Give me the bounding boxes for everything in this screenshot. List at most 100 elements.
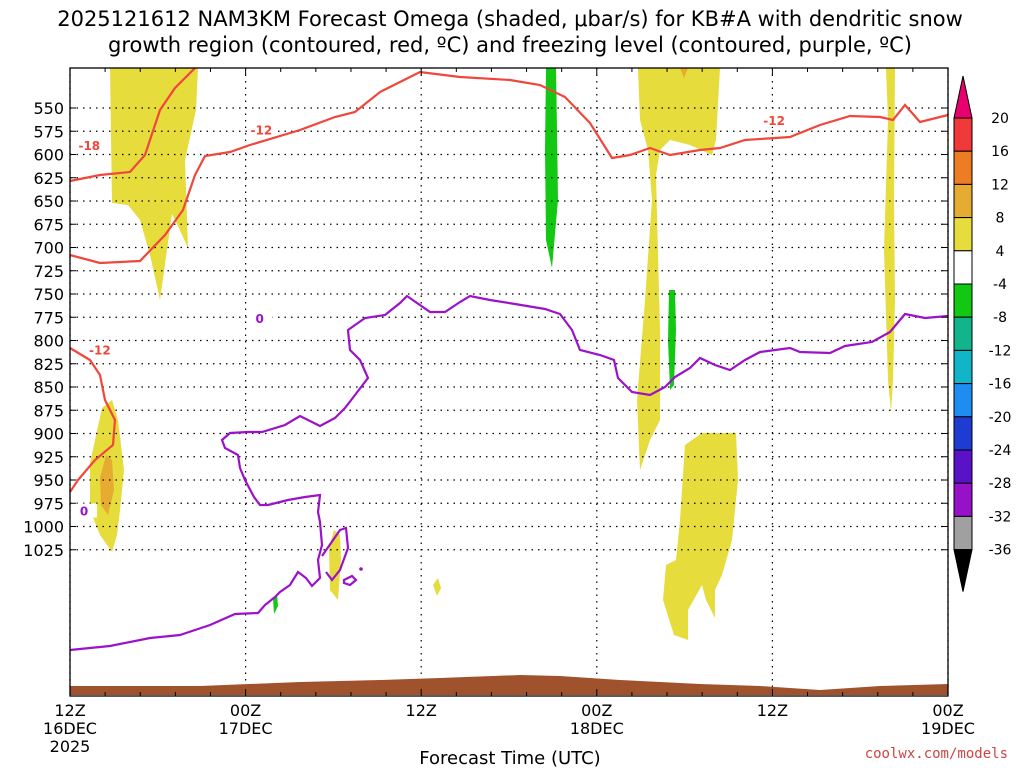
omega-region-orange [100, 455, 114, 515]
contour-label-bg [246, 311, 273, 326]
colorbar-bin [953, 416, 973, 451]
red-contour-minus12-upper [69, 70, 949, 265]
y-tick-label: 1000 [23, 518, 64, 537]
x-tick-label: 00Z [230, 701, 261, 720]
terrain-surface [70, 675, 948, 695]
contour-label: -12 [763, 114, 785, 128]
contour-labels: -18 -12 -12 -12 0 0 [71, 112, 788, 519]
purple-contour-0-main [69, 294, 949, 652]
x-tick-label: 18DEC [570, 719, 624, 738]
x-tick-label: 00Z [581, 701, 612, 720]
colorbar-label: -8 [993, 310, 1007, 326]
y-tick-label: 700 [33, 239, 64, 258]
colorbar-label: 12 [991, 177, 1009, 193]
colorbar-bin [953, 383, 973, 418]
omega-region-yellow [663, 433, 738, 640]
colorbar-label: -20 [989, 410, 1012, 426]
colorbar-bin [953, 515, 973, 551]
y-tick-label: 650 [33, 192, 64, 211]
x-axis-label: Forecast Time (UTC) [419, 748, 600, 768]
colorbar-bin [953, 183, 973, 219]
colorbar-label: -28 [989, 476, 1012, 492]
colorbar-arrow-bottom [953, 549, 973, 592]
purple-contour-0-loop [321, 526, 350, 582]
contour-label: 0 [255, 312, 263, 326]
x-tick-label: 12Z [54, 701, 85, 720]
contour-label-bg [71, 503, 98, 518]
chart-title-line2: growth region (contoured, red, ºC) and f… [108, 33, 912, 57]
y-tick-label: 750 [33, 285, 64, 304]
colorbar-bin [953, 150, 973, 185]
contour-label: -12 [89, 344, 111, 358]
contour-label-bg [86, 342, 113, 357]
x-tick-label: 12Z [406, 701, 437, 720]
x-tick-label: 00Z [932, 701, 963, 720]
colorbar-label: -16 [989, 377, 1012, 393]
colorbar-label: -36 [989, 543, 1012, 559]
purple-contour-0-dot [359, 567, 363, 571]
colorbar-label: -32 [989, 509, 1012, 525]
freezing-level-contours [69, 294, 949, 652]
omega-shading [90, 68, 895, 640]
y-tick-label: 600 [33, 146, 64, 165]
contour-label: 0 [80, 505, 88, 519]
colorbar-bin [953, 482, 973, 517]
y-tick-label: 575 [33, 122, 64, 141]
omega-region-green [545, 68, 558, 268]
y-tick-label: 875 [33, 401, 64, 420]
contour-label: -18 [78, 139, 100, 153]
dendritic-growth-contours [69, 67, 949, 493]
contour-label-bg [248, 122, 275, 137]
colorbar-arrow-top [953, 75, 973, 119]
contour-label: -12 [251, 123, 273, 137]
y-tick-label: 925 [33, 448, 64, 467]
red-contour-minus12-lower [69, 347, 117, 493]
x-tick-label: 19DEC [921, 719, 975, 738]
purple-contour-0-blip [342, 574, 358, 587]
y-axis: 550 575 600 625 650 675 700 725 750 775 800 825 850 8… [23, 99, 948, 560]
contour-label-bg [761, 112, 788, 127]
colorbar-label: 16 [991, 144, 1009, 160]
x-tick-label: 17DEC [219, 719, 273, 738]
colorbar-bin [953, 449, 973, 484]
y-tick-label: 850 [33, 378, 64, 397]
y-tick-label: 1025 [23, 541, 64, 560]
y-tick-label: 675 [33, 215, 64, 234]
y-tick-label: 950 [33, 471, 64, 490]
omega-region-yellow [329, 530, 341, 600]
omega-region-orange [680, 68, 688, 78]
colorbar: 20 16 12 8 4 -4 -8 -12 -16 -20 -24 -28 -32 -36 [953, 75, 1012, 592]
omega-region-yellow [110, 68, 198, 300]
y-tick-label: 800 [33, 332, 64, 351]
colorbar-label: 20 [991, 111, 1009, 127]
colorbar-bin [953, 283, 973, 318]
omega-region-green [668, 290, 676, 390]
y-tick-label: 625 [33, 169, 64, 188]
omega-region-yellow [637, 68, 720, 470]
colorbar-bin [953, 316, 973, 351]
y-tick-label: 775 [33, 308, 64, 327]
colorbar-bin [953, 250, 973, 285]
x-tick-label: 2025 [50, 737, 91, 756]
plot-frame [69, 67, 949, 697]
y-tick-label: 725 [33, 262, 64, 281]
colorbar-label: 4 [996, 244, 1005, 260]
y-tick-label: 550 [33, 99, 64, 118]
credit-text: coolwx.com/models [865, 746, 1008, 762]
colorbar-label: -4 [993, 277, 1007, 293]
red-contour-minus18 [69, 67, 196, 183]
colorbar-bin [953, 217, 973, 252]
y-tick-label: 900 [33, 425, 64, 444]
omega-region-yellow [433, 578, 441, 596]
contour-label-bg [76, 138, 103, 153]
x-tick-label: 16DEC [43, 719, 97, 738]
y-tick-label: 975 [33, 494, 64, 513]
chart-title-line1: 2025121612 NAM3KM Forecast Omega (shaded… [57, 7, 963, 31]
colorbar-label: 8 [996, 211, 1005, 227]
colorbar-bin [953, 117, 973, 152]
colorbar-label: -24 [989, 443, 1012, 459]
x-tick-label: 12Z [757, 701, 788, 720]
